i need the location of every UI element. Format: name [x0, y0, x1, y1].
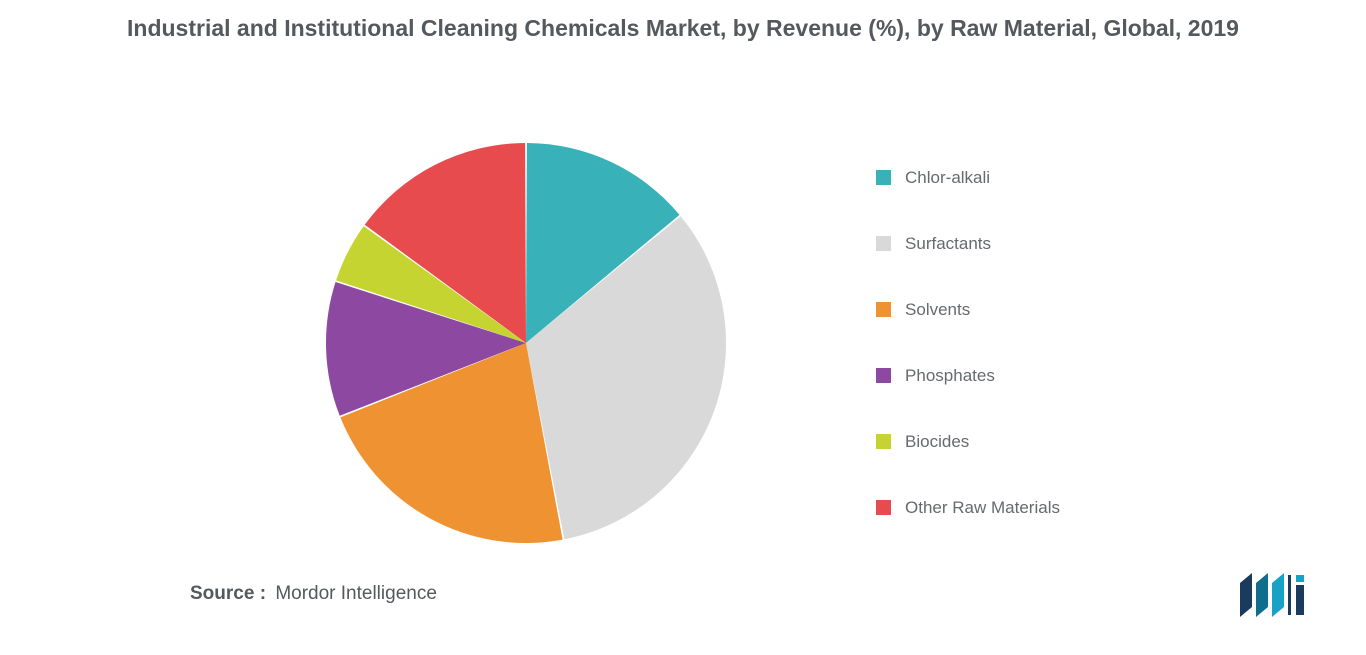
source-value: Mordor Intelligence	[275, 583, 437, 604]
legend-item: Other Raw Materials	[876, 498, 1060, 518]
legend-swatch	[876, 434, 891, 449]
legend-label: Solvents	[905, 300, 970, 320]
legend-swatch	[876, 236, 891, 251]
chart-title: Industrial and Institutional Cleaning Ch…	[0, 14, 1366, 43]
legend: Chlor-alkali Surfactants Solvents Phosphate…	[876, 168, 1060, 518]
source-footer: Source : Mordor Intelligence	[190, 583, 437, 605]
legend-swatch	[876, 368, 891, 383]
chart-row: Chlor-alkali Surfactants Solvents Phosphate…	[0, 110, 1366, 575]
legend-swatch	[876, 302, 891, 317]
legend-label: Biocides	[905, 432, 969, 452]
source-label: Source :	[190, 583, 266, 604]
legend-item: Biocides	[876, 432, 1060, 452]
legend-item: Solvents	[876, 300, 1060, 320]
legend-item: Chlor-alkali	[876, 168, 1060, 188]
pie-chart	[306, 123, 746, 563]
legend-item: Phosphates	[876, 366, 1060, 386]
legend-item: Surfactants	[876, 234, 1060, 254]
brand-logo	[1238, 573, 1306, 617]
legend-label: Other Raw Materials	[905, 498, 1060, 518]
legend-swatch	[876, 170, 891, 185]
chart-container: { "title": "Industrial and Institutional…	[0, 0, 1366, 655]
legend-swatch	[876, 500, 891, 515]
legend-label: Chlor-alkali	[905, 168, 990, 188]
legend-label: Phosphates	[905, 366, 995, 386]
legend-label: Surfactants	[905, 234, 991, 254]
